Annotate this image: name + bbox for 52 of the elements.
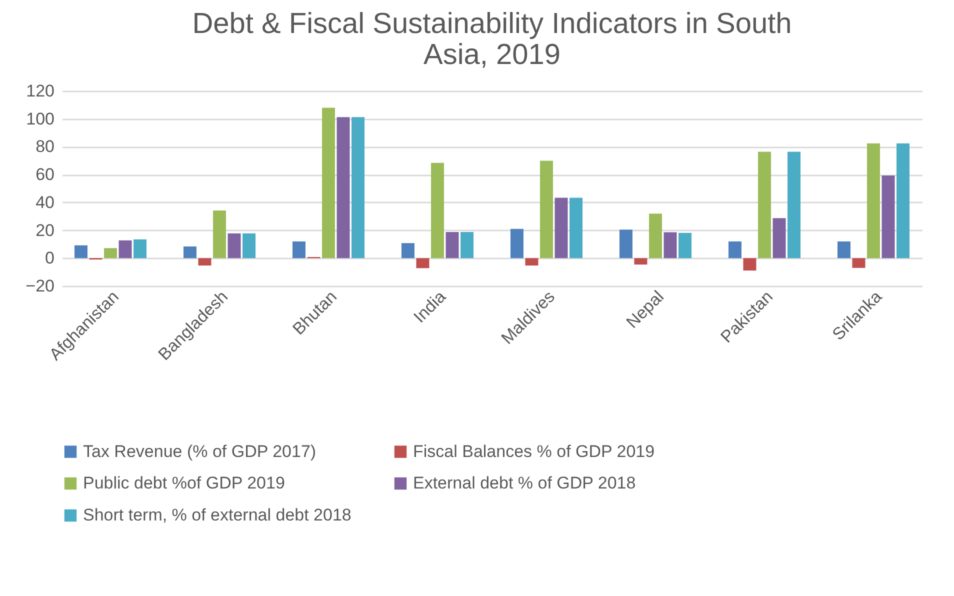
bar <box>554 198 568 258</box>
bar <box>634 258 648 265</box>
bar <box>242 233 256 258</box>
chart-title: Debt & Fiscal Sustainability Indicators in South Asia, 2019 <box>192 8 792 71</box>
bar <box>460 232 474 258</box>
legend-label: Tax Revenue (% of GDP 2017) <box>83 442 316 461</box>
bar <box>446 232 459 258</box>
bar <box>664 232 677 258</box>
bar <box>322 108 335 258</box>
bar <box>401 243 414 258</box>
bar <box>866 143 880 258</box>
bar <box>649 214 662 258</box>
bar <box>292 241 306 258</box>
bar <box>758 152 771 258</box>
bar <box>118 240 132 258</box>
bar <box>619 230 632 258</box>
y-tick-label: 0 <box>45 248 54 268</box>
y-tick-label: 100 <box>26 109 54 128</box>
bar <box>104 248 118 258</box>
y-tick-label: 80 <box>36 137 54 156</box>
bar <box>570 198 583 258</box>
bar <box>896 143 910 258</box>
bar <box>416 258 430 268</box>
bar <box>772 218 786 258</box>
bar <box>228 233 241 258</box>
bar <box>183 246 196 258</box>
legend-label: External debt % of GDP 2018 <box>413 474 636 492</box>
bar <box>788 152 801 258</box>
bar <box>510 228 524 258</box>
y-tick-label: −20 <box>26 276 54 296</box>
y-tick-label: 20 <box>36 220 54 240</box>
bar <box>134 239 147 258</box>
bar <box>74 245 88 258</box>
bar <box>837 241 850 258</box>
y-tick-label: 40 <box>36 192 54 212</box>
bar <box>882 176 895 258</box>
legend-label: Short term, % of external debt 2018 <box>83 506 352 524</box>
bar <box>728 241 742 258</box>
y-tick-label: 120 <box>26 82 54 100</box>
legend-label: Fiscal Balances % of GDP 2019 <box>413 442 655 461</box>
y-tick-label: 60 <box>36 165 54 184</box>
legend-label: Public debt %of GDP 2019 <box>83 474 285 492</box>
bar <box>743 258 756 271</box>
bar <box>678 232 692 258</box>
bar <box>540 160 553 258</box>
bar <box>213 210 226 258</box>
bar <box>352 117 365 258</box>
bar <box>852 258 866 268</box>
bar <box>525 258 538 266</box>
bar <box>336 117 350 258</box>
bar <box>198 258 212 266</box>
bar <box>431 162 444 258</box>
